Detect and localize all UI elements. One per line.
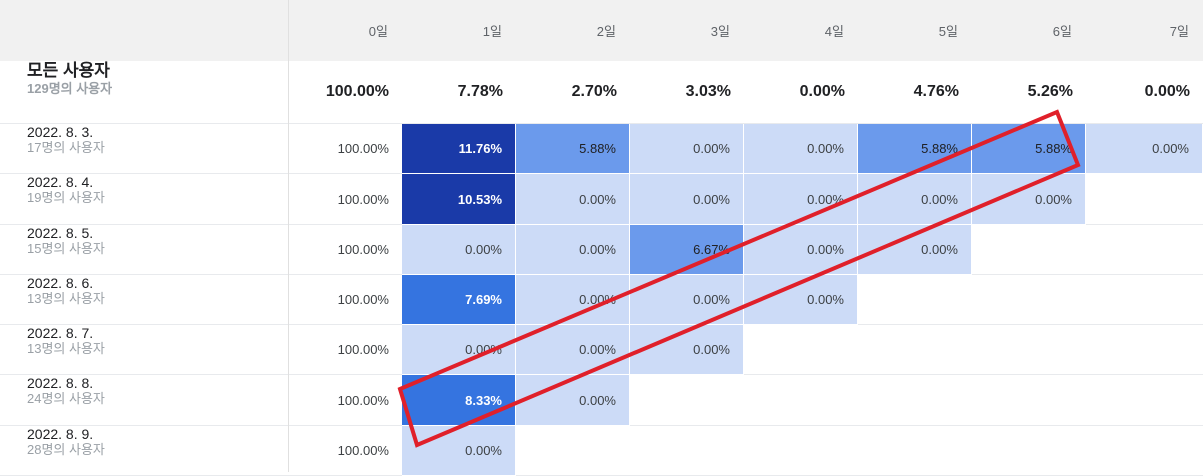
retention-cell-day-0[interactable]: 100.00% [288,375,402,426]
total-value-day-6[interactable]: 5.26% [972,61,1086,124]
cohort-row-label: 2022. 8. 3. 17명의 사용자 [0,124,288,174]
empty-cell [744,325,858,375]
empty-cell [858,426,972,476]
empty-cell [972,375,1086,426]
retention-cell-day-0[interactable]: 100.00% [288,124,402,174]
retention-cell[interactable]: 0.00% [744,174,858,225]
cohort-users: 28명의 사용자 [27,442,105,457]
empty-cell [1086,375,1203,426]
cohort-date: 2022. 8. 3. [27,124,94,140]
retention-cell[interactable]: 0.00% [630,275,744,325]
retention-cell[interactable]: 0.00% [744,225,858,275]
retention-cell[interactable]: 5.88% [972,124,1086,174]
retention-cell-day-0[interactable]: 100.00% [288,174,402,225]
empty-cell [1086,174,1203,225]
cohort-date: 2022. 8. 6. [27,275,94,291]
day-header-2[interactable]: 2일 [516,0,630,61]
retention-cell[interactable]: 8.33% [402,375,516,426]
retention-cell[interactable]: 5.88% [858,124,972,174]
total-value-day-3[interactable]: 3.03% [630,61,744,124]
total-value-day-0[interactable]: 100.00% [288,61,402,124]
retention-cell[interactable]: 0.00% [516,174,630,225]
day-header-4[interactable]: 4일 [744,0,858,61]
cohort-users: 19명의 사용자 [27,190,105,205]
retention-cell-day-0[interactable]: 100.00% [288,225,402,275]
retention-cell[interactable]: 0.00% [630,325,744,375]
total-users: 129명의 사용자 [27,81,113,96]
empty-cell [1086,426,1203,476]
retention-cell[interactable]: 0.00% [858,225,972,275]
cohort-row-label: 2022. 8. 6. 13명의 사용자 [0,275,288,325]
cohort-row-label: 2022. 8. 8. 24명의 사용자 [0,375,288,426]
total-title: 모든 사용자 [27,61,110,80]
total-value-day-1[interactable]: 7.78% [402,61,516,124]
empty-cell [1086,275,1203,325]
retention-cell[interactable]: 0.00% [858,174,972,225]
total-row-label: 모든 사용자 129명의 사용자 [0,61,288,124]
cohort-row-label: 2022. 8. 4. 19명의 사용자 [0,174,288,225]
retention-cell[interactable]: 10.53% [402,174,516,225]
retention-cell[interactable]: 7.69% [402,275,516,325]
retention-cell[interactable]: 0.00% [516,325,630,375]
total-value-day-4[interactable]: 0.00% [744,61,858,124]
empty-cell [630,426,744,476]
retention-cell[interactable]: 0.00% [1086,124,1203,174]
empty-cell [630,375,744,426]
empty-cell [516,426,630,476]
empty-cell [972,225,1086,275]
empty-cell [972,325,1086,375]
cohort-date: 2022. 8. 7. [27,325,94,341]
retention-cell[interactable]: 0.00% [516,375,630,426]
retention-cell[interactable]: 0.00% [972,174,1086,225]
empty-cell [744,426,858,476]
total-value-day-7[interactable]: 0.00% [1086,61,1203,124]
total-value-day-5[interactable]: 4.76% [858,61,972,124]
cohort-users: 24명의 사용자 [27,391,105,406]
retention-cell[interactable]: 0.00% [744,275,858,325]
retention-cell[interactable]: 0.00% [516,275,630,325]
day-header-5[interactable]: 5일 [858,0,972,61]
retention-cell-day-0[interactable]: 100.00% [288,275,402,325]
empty-cell [1086,325,1203,375]
retention-cell-day-0[interactable]: 100.00% [288,325,402,375]
cohort-users: 13명의 사용자 [27,341,105,356]
cohort-row-label: 2022. 8. 7. 13명의 사용자 [0,325,288,375]
retention-cell[interactable]: 0.00% [402,325,516,375]
day-header-3[interactable]: 3일 [630,0,744,61]
empty-cell [858,325,972,375]
cohort-date: 2022. 8. 9. [27,426,94,442]
empty-cell [972,275,1086,325]
empty-cell [858,375,972,426]
cohort-date: 2022. 8. 5. [27,225,94,241]
retention-cell[interactable]: 5.88% [516,124,630,174]
day-header-6[interactable]: 6일 [972,0,1086,61]
total-value-day-2[interactable]: 2.70% [516,61,630,124]
cohort-users: 13명의 사용자 [27,291,105,306]
retention-cell[interactable]: 0.00% [402,225,516,275]
header-label-cell [0,0,288,61]
empty-cell [972,426,1086,476]
day-header-1[interactable]: 1일 [402,0,516,61]
day-header-7[interactable]: 7일 [1086,0,1203,61]
day-header-0[interactable]: 0일 [288,0,402,61]
retention-cell[interactable]: 11.76% [402,124,516,174]
retention-cell[interactable]: 0.00% [630,124,744,174]
empty-cell [1086,225,1203,275]
retention-cell[interactable]: 6.67% [630,225,744,275]
empty-cell [858,275,972,325]
cohort-users: 17명의 사용자 [27,140,105,155]
cohort-row-label: 2022. 8. 5. 15명의 사용자 [0,225,288,275]
retention-cell[interactable]: 0.00% [402,426,516,476]
cohort-row-label: 2022. 8. 9. 28명의 사용자 [0,426,288,476]
retention-cell[interactable]: 0.00% [630,174,744,225]
retention-cell-day-0[interactable]: 100.00% [288,426,402,476]
empty-cell [744,375,858,426]
cohort-date: 2022. 8. 4. [27,174,94,190]
cohort-date: 2022. 8. 8. [27,375,94,391]
cohort-users: 15명의 사용자 [27,241,105,256]
retention-cell[interactable]: 0.00% [516,225,630,275]
column-divider [288,0,289,472]
retention-cell[interactable]: 0.00% [744,124,858,174]
